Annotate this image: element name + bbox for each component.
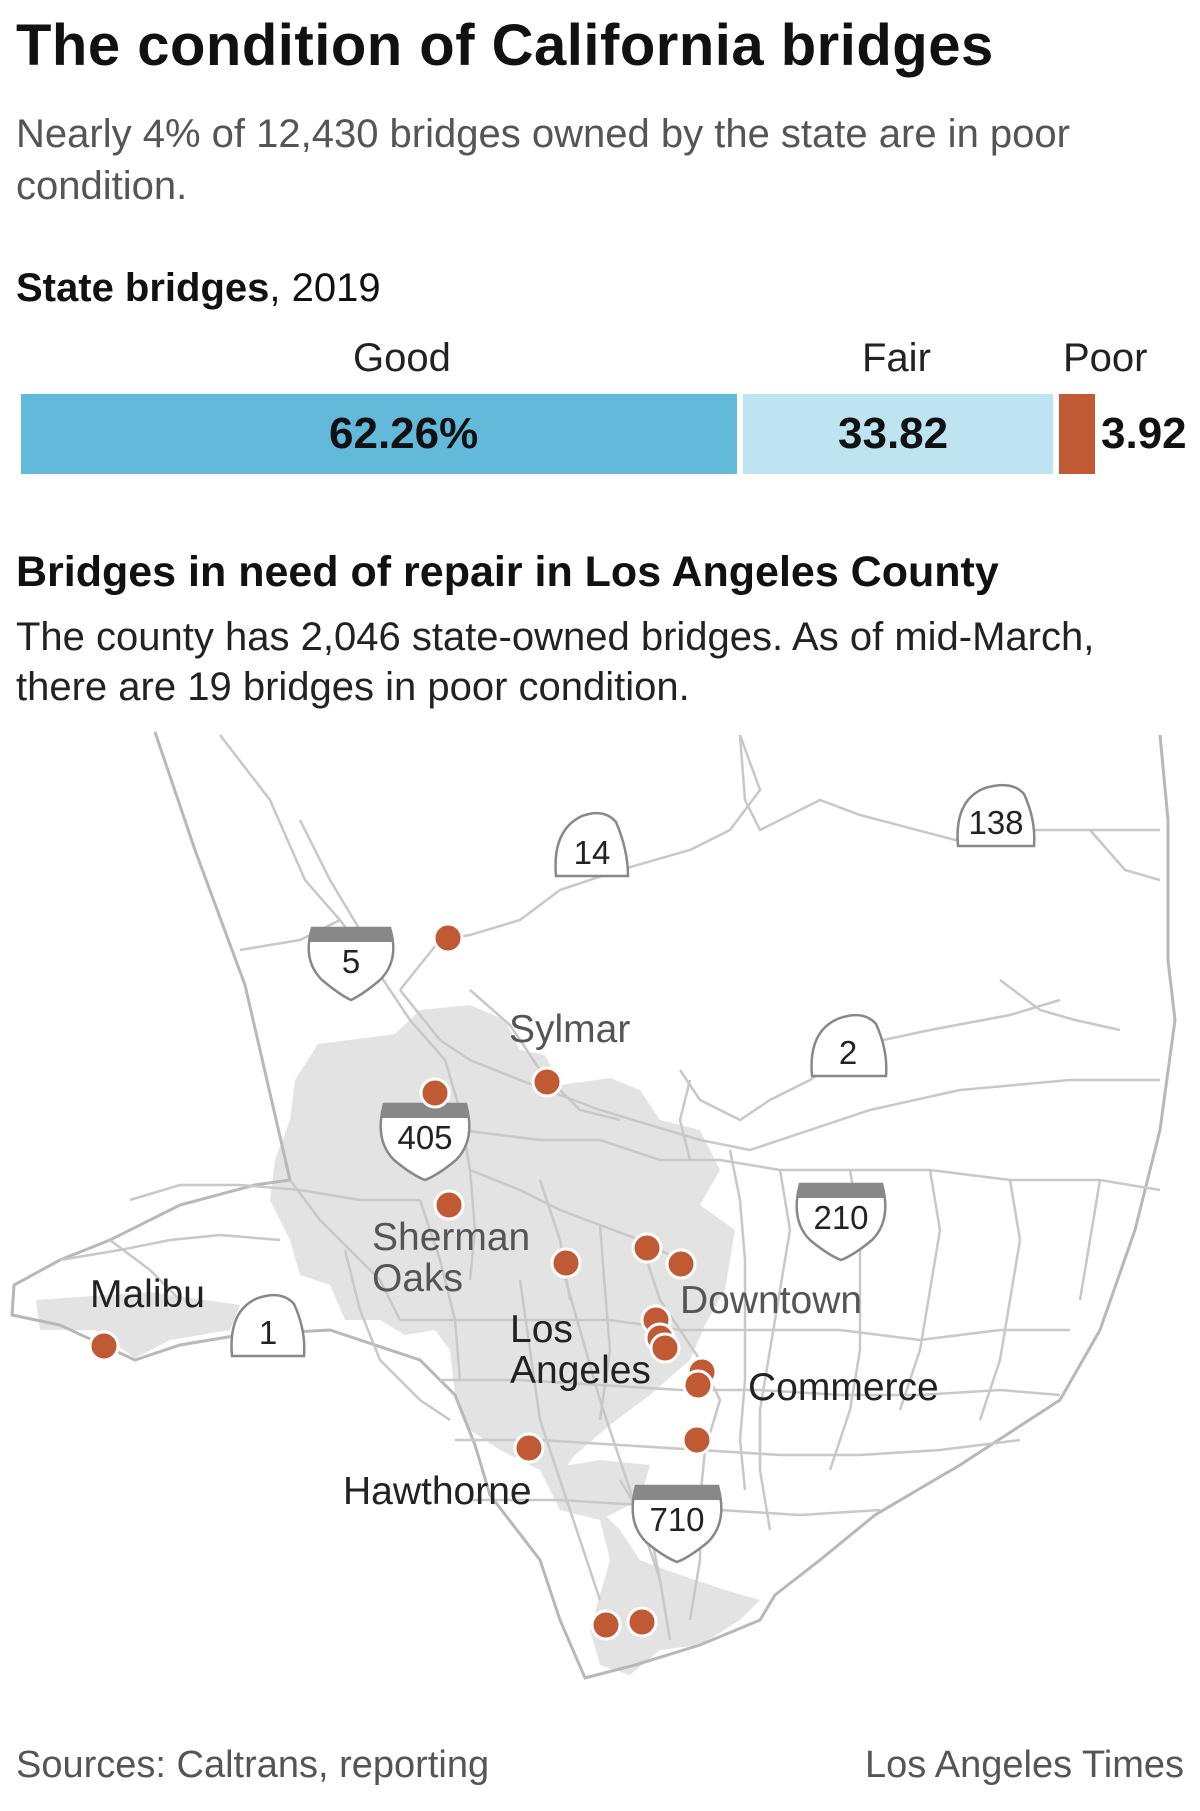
city-label-sherman-oaks-line1: Sherman [372, 1216, 530, 1259]
poor-bridge-markers [88, 922, 718, 1641]
bar-chart-heading: State bridges, 2019 [16, 266, 381, 311]
state-route-1-shield: 1 [230, 1293, 306, 1358]
city-label-hawthorne: Hawthorne [343, 1470, 532, 1513]
city-label-commerce: Commerce [748, 1366, 939, 1409]
route-label-210: 210 [813, 1199, 868, 1236]
route-label-710: 710 [649, 1501, 704, 1538]
bar-segment-good [21, 394, 737, 474]
route-label-5: 5 [342, 943, 360, 980]
city-label-sylmar: Sylmar [509, 1008, 630, 1051]
bridge-marker [531, 1066, 563, 1098]
bridge-marker [550, 1247, 582, 1279]
bridge-marker [513, 1432, 545, 1464]
category-label-fair: Fair [862, 336, 931, 380]
interstate-710-shield: 710 [631, 1484, 723, 1564]
bridge-marker [433, 1189, 465, 1221]
bridge-marker [88, 1330, 120, 1362]
bar-segment-fair [743, 394, 1053, 474]
bridge-marker [631, 1232, 663, 1264]
state-route-14-shield: 14 [554, 811, 630, 878]
category-label-poor: Poor [1063, 336, 1148, 380]
route-label-2: 2 [839, 1034, 857, 1071]
interstate-5-shield: 5 [307, 926, 395, 1002]
map-heading: Bridges in need of repair in Los Angeles… [16, 548, 999, 596]
route-label-1: 1 [259, 1314, 277, 1351]
bridge-marker [665, 1248, 697, 1280]
city-label-los-angeles-line2: Angeles [510, 1349, 651, 1392]
bar-segment-poor [1059, 394, 1095, 474]
bridge-marker [432, 922, 464, 954]
state-route-2-shield: 2 [810, 1013, 888, 1078]
bridge-marker [626, 1606, 658, 1638]
publisher-credit: Los Angeles Times [865, 1744, 1184, 1786]
category-label-good: Good [353, 336, 451, 380]
city-label-los-angeles-line1: Los [510, 1308, 573, 1351]
value-label-fair: 33.82 [838, 409, 949, 458]
city-labels: Sylmar Sherman Oaks Malibu Los Angeles D… [90, 1008, 939, 1513]
chart-title: The condition of California bridges [16, 13, 994, 78]
bridge-marker [681, 1424, 713, 1456]
city-label-sherman-oaks-line2: Oaks [372, 1257, 463, 1300]
city-label-malibu: Malibu [90, 1273, 205, 1316]
route-label-14: 14 [574, 834, 611, 871]
sources-note: Sources: Caltrans, reporting [16, 1744, 490, 1786]
route-label-138: 138 [968, 804, 1023, 841]
bar-heading-bold: State bridges [16, 266, 270, 310]
bridge-marker [419, 1077, 451, 1109]
interstate-210-shield: 210 [795, 1182, 887, 1262]
value-label-good: 62.26% [329, 409, 479, 458]
map-subtitle: The county has 2,046 state-owned bridges… [16, 615, 1095, 709]
value-label-poor: 3.92 [1101, 409, 1187, 458]
city-label-downtown: Downtown [680, 1279, 862, 1322]
bridge-marker [649, 1332, 681, 1364]
chart-subtitle: Nearly 4% of 12,430 bridges owned by the… [16, 112, 1070, 208]
la-county-map: 5 405 210 710 14 138 2 1 Sylmar Sherman … [10, 731, 1177, 1680]
state-route-138-shield: 138 [956, 783, 1036, 848]
bridge-marker [682, 1369, 714, 1401]
bridge-marker [590, 1609, 622, 1641]
road-network [59, 734, 1161, 1641]
interstate-405-shield: 405 [379, 1102, 471, 1182]
bar-heading-year: , 2019 [269, 266, 381, 310]
route-label-405: 405 [397, 1119, 452, 1156]
